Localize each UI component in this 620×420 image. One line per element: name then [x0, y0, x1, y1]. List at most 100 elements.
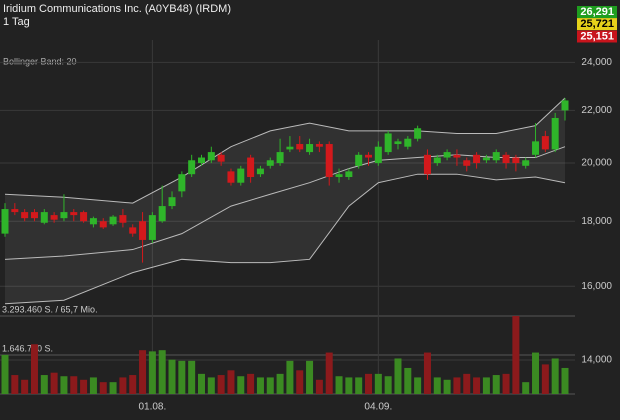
candle-body: [119, 215, 127, 223]
candle-body: [512, 157, 520, 164]
volume-bar: [178, 360, 186, 394]
candle-body: [453, 154, 461, 158]
volume-bar: [11, 375, 19, 394]
candle-body: [532, 141, 540, 155]
candle-body: [296, 144, 304, 150]
candle-body: [188, 160, 196, 175]
x-tick-label: 04.09.: [364, 402, 392, 413]
volume-bar: [502, 373, 510, 394]
volume-bar: [286, 360, 294, 394]
candle-body: [355, 154, 363, 166]
volume-bar: [532, 352, 540, 394]
candle-body: [482, 157, 490, 161]
volume-bar: [217, 375, 225, 394]
bollinger-lower: [4, 173, 566, 305]
volume-bar: [1, 354, 9, 394]
indicator-label: Bollinger Band: 20: [3, 56, 77, 66]
volume-bar: [168, 359, 176, 394]
volume-bar: [70, 376, 78, 394]
candle-body: [394, 141, 402, 145]
candle-body: [315, 144, 323, 147]
candle-body: [207, 152, 215, 161]
candle-body: [473, 154, 481, 164]
chart-title: Iridium Communications Inc. (A0YB48) (IR…: [3, 3, 231, 15]
volume-bar: [99, 382, 107, 394]
volume-bar: [335, 376, 343, 394]
price-marker-label: 25,151: [580, 30, 614, 42]
candle-body: [404, 138, 412, 147]
candle-body: [197, 157, 205, 164]
volume-bar: [50, 372, 58, 394]
candle-body: [306, 144, 314, 153]
volume-bar: [237, 376, 245, 394]
volume-bar: [306, 360, 314, 394]
candle-body: [40, 212, 48, 223]
volume-bar: [139, 350, 147, 394]
candle-body: [247, 157, 255, 178]
volume-bar: [384, 376, 392, 394]
volume-bar: [473, 377, 481, 394]
chart-subtitle: 1 Tag: [3, 16, 30, 28]
candle-body: [80, 212, 88, 222]
volume-bar: [443, 379, 451, 394]
candle-body: [148, 215, 156, 240]
candle-body: [30, 212, 38, 219]
candle-body: [433, 157, 441, 164]
candle-body: [237, 168, 245, 183]
volume-bar: [296, 370, 304, 394]
candle-body: [158, 206, 166, 222]
candle-body: [541, 136, 549, 150]
candle-body: [227, 171, 235, 183]
candle-body: [443, 152, 451, 158]
candle-body: [276, 152, 284, 164]
volume-bar: [21, 379, 29, 394]
volume-tick-label: 3.293.460 S. / 65,7 Mio.: [2, 304, 98, 314]
price-marker: [577, 30, 617, 43]
price-marker-label: 25,721: [580, 18, 614, 30]
volume-bar: [541, 364, 549, 394]
candle-body: [50, 215, 58, 220]
bollinger-fill: [5, 97, 565, 304]
volume-bar: [129, 375, 137, 394]
candle-body: [168, 197, 176, 207]
candle-body: [129, 227, 137, 234]
volume-bar: [423, 352, 431, 394]
volume-bar: [492, 375, 500, 394]
candle-body: [561, 100, 569, 111]
volume-bar: [463, 373, 471, 394]
volume-bar: [365, 373, 373, 394]
candle-body: [21, 212, 29, 219]
volume-bar: [40, 375, 48, 394]
x-tick-label: 01.08.: [138, 402, 166, 413]
volume-bar: [197, 373, 205, 394]
candle-body: [374, 146, 382, 164]
candle-body: [325, 144, 333, 178]
bollinger-upper: [4, 97, 566, 204]
volume-bar: [561, 367, 569, 394]
price-marker: [577, 6, 617, 18]
candle-body: [60, 212, 68, 219]
price-marker-label: 26,291: [580, 6, 614, 18]
volume-bar: [30, 344, 38, 394]
candle-body: [286, 146, 294, 150]
candle-body: [365, 154, 373, 158]
candle-body: [266, 160, 274, 166]
candle-body: [256, 168, 264, 175]
volume-bar: [89, 377, 97, 394]
candle-body: [492, 152, 500, 161]
volume-bar: [109, 382, 117, 394]
candle-body: [502, 154, 510, 164]
volume-bar: [119, 377, 127, 394]
volume-bar: [374, 373, 382, 394]
price-marker: [577, 18, 617, 31]
candle-body: [70, 212, 78, 216]
y-tick-label: 18,000: [581, 216, 612, 227]
volume-bar: [227, 370, 235, 394]
volume-bar: [266, 377, 274, 394]
volume-bar: [345, 377, 353, 394]
y-tick-label: 16,000: [581, 281, 612, 292]
volume-bar: [60, 376, 68, 394]
candle-body: [178, 174, 186, 192]
volume-bar: [522, 382, 530, 394]
